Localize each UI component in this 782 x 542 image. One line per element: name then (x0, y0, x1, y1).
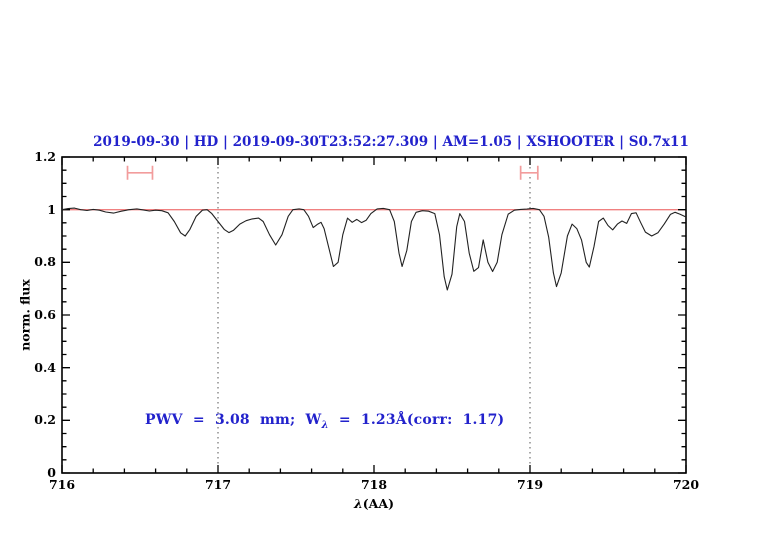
pwv-text-after: = 1.23Å(corr: 1.17) (328, 412, 505, 428)
x-axis-label: λ(AA) (62, 496, 686, 511)
pwv-text-before: PWV = 3.08 mm; W (145, 412, 322, 428)
x-axis-unit: (AA) (362, 496, 394, 511)
plot-box (61, 156, 687, 474)
lambda-symbol: λ (354, 496, 363, 511)
plot-title: 2019-09-30 | HD | 2019-09-30T23:52:27.30… (93, 134, 689, 150)
y-axis-label: norm. flux (17, 279, 33, 351)
x-tick-label: 717 (204, 477, 232, 492)
lambda-subscript: λ (321, 419, 329, 431)
y-tick-label: 0.2 (34, 412, 56, 428)
telluric-range-marker (519, 165, 539, 180)
y-tick-label: 0.8 (34, 254, 56, 270)
x-tick-label: 716 (48, 477, 76, 492)
x-tick-label: 719 (516, 477, 544, 492)
y-tick-label: 1 (47, 201, 56, 217)
telluric-range-marker (126, 165, 154, 180)
y-tick-label: 0.6 (34, 307, 56, 322)
y-tick-label: 0.4 (34, 359, 56, 375)
spectrum-line (61, 207, 687, 291)
x-tick-label: 718 (360, 477, 388, 492)
y-tick-label: 0 (47, 465, 56, 480)
y-tick-label: 1.2 (34, 149, 56, 164)
x-tick-label: 720 (672, 477, 700, 492)
pwv-annotation: PWV = 3.08 mm; Wλ = 1.23Å(corr: 1.17) (145, 412, 504, 431)
